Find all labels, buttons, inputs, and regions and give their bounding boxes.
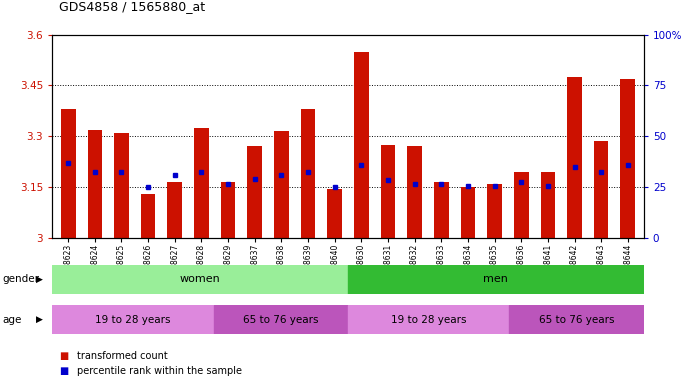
Bar (620, 79, 635, 238)
Bar (514, 172, 528, 238)
Bar (52, 305, 214, 334)
Text: gender: gender (2, 274, 39, 285)
Bar (348, 265, 644, 294)
Bar (52, 265, 348, 294)
Text: women: women (180, 274, 221, 285)
Text: ■: ■ (59, 366, 68, 376)
Bar (61, 109, 76, 238)
Text: GDS4858 / 1565880_at: GDS4858 / 1565880_at (59, 0, 205, 13)
Bar (274, 131, 289, 238)
Text: 65 to 76 years: 65 to 76 years (243, 314, 319, 325)
Text: ▶: ▶ (36, 315, 43, 324)
Text: percentile rank within the sample: percentile rank within the sample (77, 366, 242, 376)
Bar (348, 305, 509, 334)
Bar (301, 109, 315, 238)
Bar (487, 184, 502, 238)
Bar (381, 145, 395, 238)
Text: transformed count: transformed count (77, 351, 167, 361)
Text: 19 to 28 years: 19 to 28 years (95, 314, 171, 325)
Text: ▶: ▶ (36, 275, 43, 284)
Bar (407, 147, 422, 238)
Bar (567, 77, 582, 238)
Bar (88, 129, 102, 238)
Bar (594, 141, 608, 238)
Bar (168, 182, 182, 238)
Bar (461, 187, 475, 238)
Text: 19 to 28 years: 19 to 28 years (391, 314, 466, 325)
Bar (541, 172, 555, 238)
Bar (141, 194, 155, 238)
Bar (327, 189, 342, 238)
Bar (434, 182, 449, 238)
Text: men: men (484, 274, 508, 285)
Bar (354, 51, 369, 238)
Bar (114, 133, 129, 238)
Bar (509, 305, 644, 334)
Text: 65 to 76 years: 65 to 76 years (539, 314, 615, 325)
Bar (214, 305, 348, 334)
Text: ■: ■ (59, 351, 68, 361)
Bar (194, 128, 209, 238)
Bar (247, 147, 262, 238)
Bar (221, 182, 235, 238)
Text: age: age (2, 314, 22, 325)
